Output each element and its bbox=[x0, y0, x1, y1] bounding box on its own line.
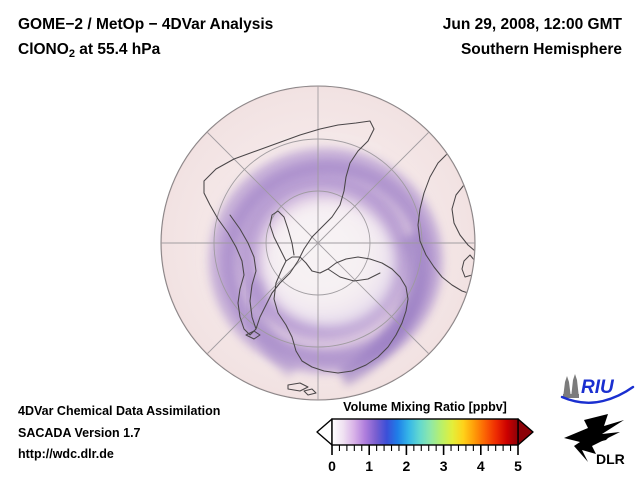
plume-collar-core bbox=[220, 159, 436, 367]
globe-map bbox=[160, 85, 476, 401]
colorbar-ticks bbox=[331, 445, 519, 455]
footer-line-3[interactable]: http://wdc.dlr.de bbox=[18, 447, 114, 461]
coast-south-america bbox=[203, 120, 375, 336]
colorbar: Volume Mixing Ratio [ppbv] 0 1 2 3 4 5 bbox=[312, 400, 538, 476]
globe-outline bbox=[160, 85, 476, 401]
riu-cathedral-icon bbox=[563, 374, 579, 398]
species-line: ClONO2 at 55.4 hPa bbox=[18, 37, 273, 67]
footer-line-1: 4DVar Chemical Data Assimilation bbox=[18, 404, 221, 418]
coastlines bbox=[203, 120, 475, 396]
colorbar-tick-label: 4 bbox=[477, 458, 485, 474]
coast-antarctica bbox=[273, 256, 409, 374]
colorbar-scale: 0 1 2 3 4 5 bbox=[316, 418, 534, 474]
plume-east-lobe bbox=[337, 231, 426, 386]
colorbar-gradient bbox=[331, 418, 519, 446]
coast-antarctic-shelf bbox=[327, 268, 381, 282]
riu-swoosh-icon bbox=[560, 385, 635, 404]
colorbar-tick-label: 2 bbox=[403, 458, 411, 474]
header-right: Jun 29, 2008, 12:00 GMT Southern Hemisph… bbox=[443, 12, 622, 62]
header-left: GOME−2 / MetOp − 4DVar Analysis ClONO2 a… bbox=[18, 12, 273, 67]
meridian-315 bbox=[206, 131, 319, 244]
island-south-georgia bbox=[287, 382, 309, 392]
coast-tierra-del-fuego bbox=[245, 330, 261, 340]
colorbar-tick-label: 0 bbox=[328, 458, 336, 474]
dlr-mark-icon bbox=[564, 414, 624, 462]
riu-wordmark: RIU bbox=[581, 377, 615, 398]
page-title: GOME−2 / MetOp − 4DVar Analysis bbox=[18, 16, 274, 33]
colorbar-tick-label: 1 bbox=[365, 458, 373, 474]
footer-credits: 4DVar Chemical Data Assimilation SACADA … bbox=[18, 401, 220, 466]
colorbar-title: Volume Mixing Ratio [ppbv] bbox=[343, 400, 507, 414]
meridian-225 bbox=[206, 242, 319, 355]
species-level: at 55.4 hPa bbox=[74, 41, 161, 58]
species-subscript: 2 bbox=[68, 48, 75, 61]
orthographic-projection bbox=[160, 85, 476, 401]
island-south-sandwich bbox=[303, 388, 317, 396]
footer-line-2: SACADA Version 1.7 bbox=[18, 425, 141, 440]
coast-africa-west bbox=[417, 142, 475, 296]
timestamp: Jun 29, 2008, 12:00 GMT bbox=[442, 16, 622, 33]
dlr-logo: DLR bbox=[564, 414, 625, 467]
colorbar-tick-label: 3 bbox=[440, 458, 448, 474]
colorbar-tick-labels: 0 1 2 3 4 5 bbox=[328, 458, 522, 474]
colorbar-tick-label: 5 bbox=[514, 458, 522, 474]
coast-chile bbox=[229, 214, 257, 330]
region-label: Southern Hemisphere bbox=[460, 41, 622, 58]
under-range-arrow-icon bbox=[316, 418, 333, 446]
species-name: ClONO bbox=[18, 41, 69, 58]
polar-interior-low bbox=[264, 203, 396, 327]
coast-africa-south bbox=[451, 180, 475, 252]
coast-antarctic-peninsula bbox=[269, 210, 295, 262]
over-range-arrow-icon bbox=[517, 418, 534, 446]
meridian-135 bbox=[317, 242, 430, 355]
riu-logo: RIU bbox=[560, 374, 635, 404]
graticule bbox=[161, 86, 475, 400]
dlr-wordmark: DLR bbox=[596, 451, 625, 467]
meridian-45 bbox=[317, 131, 430, 244]
